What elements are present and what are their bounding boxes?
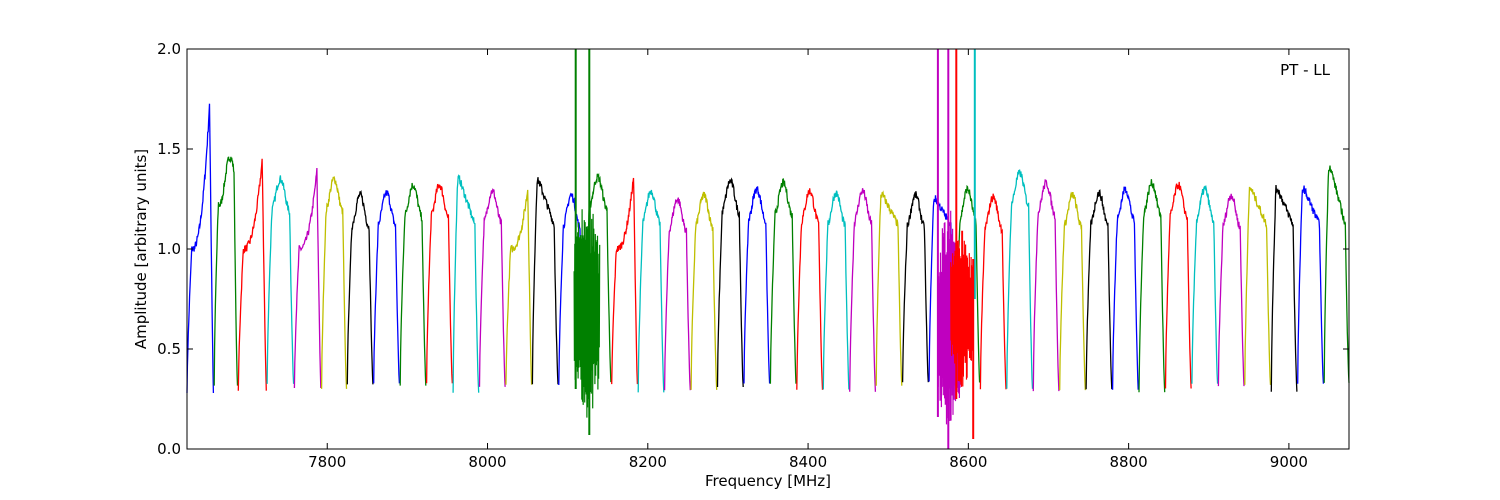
y-tick-label: 2.0 — [157, 40, 181, 58]
x-tick-label: 8800 — [1110, 453, 1148, 471]
x-axis-label: Frequency [MHz] — [705, 472, 831, 490]
spectrum-series-line — [1164, 181, 1192, 389]
x-tick-label: 7800 — [308, 453, 346, 471]
rfi-oscillation-line — [950, 230, 974, 387]
x-tick-label: 8200 — [629, 453, 667, 471]
spectrum-series-line — [531, 177, 559, 385]
spectrum-series-line — [213, 156, 239, 386]
y-axis-ticks: 0.0 0.5 1.0 1.5 2.0 — [157, 40, 1349, 458]
spectrum-series-line — [875, 190, 903, 386]
spectrum-series-line — [769, 178, 797, 384]
spectrum-series-line — [320, 175, 348, 389]
spectrum-series-line — [293, 167, 322, 389]
spectrum-series-line — [346, 189, 374, 385]
spectrum-series-line — [690, 191, 718, 390]
spectrum-series-line — [399, 182, 427, 386]
spectrum-series-line — [796, 188, 824, 390]
spectrum-series-line — [822, 190, 850, 390]
spectrum-series-line — [611, 177, 639, 385]
spectrum-series-line — [1191, 184, 1219, 384]
spectrum-series-line — [373, 190, 401, 384]
spectrum-series-line — [478, 188, 506, 387]
plot-frame — [186, 48, 1350, 450]
spectrum-series-line — [1111, 186, 1139, 390]
spectrum-series-line — [558, 192, 585, 386]
spectrum-series-line — [1059, 191, 1086, 391]
spectrum-series-line — [1085, 189, 1113, 390]
spectrum-series-line — [1006, 169, 1034, 389]
spectrum-series-line — [425, 183, 453, 384]
spectrum-series-line — [979, 193, 1007, 390]
spectrum-series-line — [1244, 186, 1272, 385]
x-tick-label: 8400 — [789, 453, 827, 471]
rfi-oscillation-line — [573, 204, 601, 420]
spectrum-series-line — [237, 158, 267, 391]
spectrum-series-line — [1323, 165, 1350, 383]
spectrum-series-line — [901, 191, 929, 383]
spectrum-series-line — [1297, 185, 1325, 384]
x-tick-label: 9000 — [1270, 453, 1308, 471]
y-tick-label: 1.5 — [157, 140, 181, 158]
spectrum-series-line — [452, 174, 480, 393]
spectrum-series-line — [266, 175, 295, 384]
x-axis-ticks: 7800 8000 8200 8400 8600 8800 9000 — [308, 49, 1308, 471]
spectrum-series-line — [1270, 184, 1298, 392]
spectrum-series-line — [743, 186, 771, 384]
y-tick-label: 1.0 — [157, 240, 181, 258]
spectrum-series-line — [849, 188, 877, 392]
spectrum-series-line — [716, 177, 744, 388]
y-tick-label: 0.0 — [157, 440, 181, 458]
spectrum-series-line — [1032, 179, 1060, 392]
series-layer — [186, 103, 1350, 394]
x-tick-label: 8600 — [949, 453, 987, 471]
y-axis-label: Amplitude [arbitrary units] — [132, 149, 150, 349]
corner-annotation: PT - LL — [1280, 61, 1331, 79]
spectrum-series-line — [637, 189, 665, 393]
spectrum-series-line — [663, 197, 691, 391]
x-tick-label: 8000 — [468, 453, 506, 471]
spectrum-series-line — [1138, 179, 1166, 393]
spectrum-series-line — [186, 103, 215, 394]
y-tick-label: 0.5 — [157, 340, 181, 358]
spectrum-series-line — [1217, 193, 1245, 387]
spike-layer — [573, 49, 976, 449]
spectrum-series-line — [505, 189, 533, 385]
